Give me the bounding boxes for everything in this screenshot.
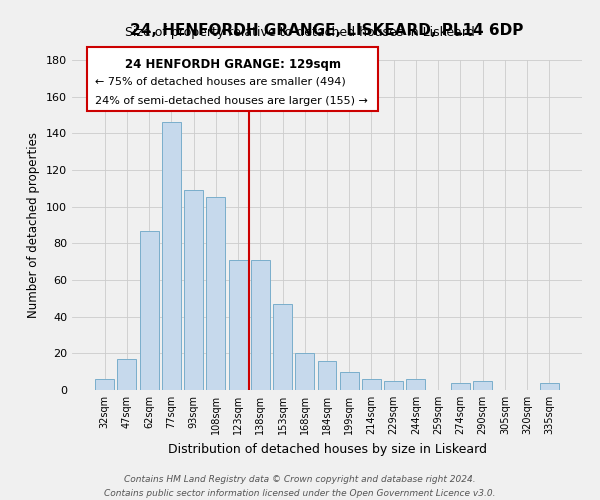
Bar [340,372,359,390]
Bar [406,379,425,390]
Bar [184,190,203,390]
Text: ← 75% of detached houses are smaller (494): ← 75% of detached houses are smaller (49… [95,76,346,86]
Bar [451,382,470,390]
FancyBboxPatch shape [88,47,378,111]
Bar [540,382,559,390]
Bar [273,304,292,390]
Bar [384,381,403,390]
Bar [362,379,381,390]
X-axis label: Distribution of detached houses by size in Liskeard: Distribution of detached houses by size … [167,442,487,456]
Bar [295,354,314,390]
Bar [118,359,136,390]
Bar [251,260,270,390]
Text: Contains HM Land Registry data © Crown copyright and database right 2024.
Contai: Contains HM Land Registry data © Crown c… [104,476,496,498]
Bar [317,360,337,390]
Bar [162,122,181,390]
Bar [229,260,248,390]
Bar [95,379,114,390]
Text: Size of property relative to detached houses in Liskeard: Size of property relative to detached ho… [125,26,475,39]
Y-axis label: Number of detached properties: Number of detached properties [28,132,40,318]
Text: 24% of semi-detached houses are larger (155) →: 24% of semi-detached houses are larger (… [95,96,368,106]
Text: 24 HENFORDH GRANGE: 129sqm: 24 HENFORDH GRANGE: 129sqm [125,58,341,71]
Bar [140,230,158,390]
Bar [473,381,492,390]
Bar [206,198,225,390]
Title: 24, HENFORDH GRANGE, LISKEARD, PL14 6DP: 24, HENFORDH GRANGE, LISKEARD, PL14 6DP [130,23,524,38]
